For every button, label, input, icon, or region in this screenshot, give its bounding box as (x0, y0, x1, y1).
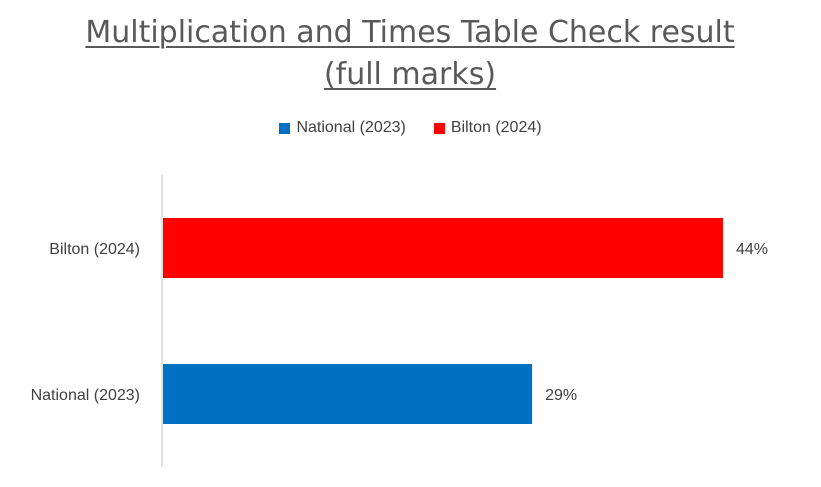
category-label-national: National (2023) (31, 387, 140, 404)
legend-swatch-bilton (433, 122, 445, 134)
legend-label-bilton: Bilton (2024) (450, 119, 542, 136)
legend: National (2023) Bilton (2024) (0, 119, 821, 137)
legend-item-bilton: Bilton (2024) (433, 119, 542, 137)
legend-item-national: National (2023) (279, 119, 406, 137)
bar-bilton (163, 218, 723, 278)
legend-label-national: National (2023) (296, 119, 406, 136)
data-label-bilton: 44% (736, 241, 768, 258)
bar-national (163, 364, 533, 424)
category-label-bilton: Bilton (2024) (49, 241, 140, 258)
chart-title: Multiplication and Times Table Check res… (85, 15, 735, 92)
legend-swatch-national (279, 122, 291, 134)
data-label-national: 29% (545, 387, 577, 404)
